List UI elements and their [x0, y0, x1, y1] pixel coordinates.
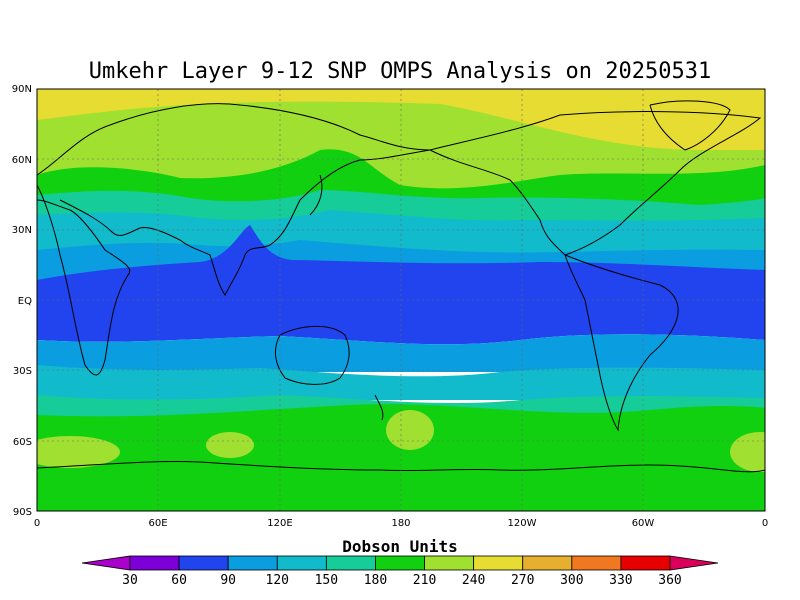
lon-tick: 60E — [148, 518, 167, 529]
coast-greenland — [649, 100, 731, 151]
coast-southamerica — [564, 254, 679, 432]
colorbar-segment — [276, 555, 327, 571]
colorbar-segment — [375, 555, 425, 571]
lat-tick: 90S — [13, 507, 32, 518]
lat-tick: 60N — [12, 155, 32, 166]
colorbar-label: 300 — [560, 573, 583, 588]
map-title: Umkehr Layer 9-12 SNP OMPS Analysis on 2… — [89, 59, 712, 84]
colorbar-segment — [178, 555, 229, 571]
lat-tick: EQ — [18, 296, 32, 307]
coast-australia — [274, 325, 350, 385]
coast-japan — [309, 174, 323, 216]
coastlines — [37, 100, 765, 473]
colorbar-segment — [522, 555, 573, 571]
patch-lightgreen-southeast — [730, 432, 765, 472]
colorbar-label: 150 — [315, 573, 338, 588]
lon-tick: 180 — [391, 518, 410, 529]
colorbar-segment — [227, 555, 278, 571]
colorbar-label: 360 — [658, 573, 681, 588]
colorbar-arrow-high — [669, 555, 719, 571]
colorbar-label: 90 — [220, 573, 236, 588]
lon-axis: 0 60E 120E 180 120W 60W 0 — [34, 518, 768, 529]
patch-lightgreen-southindian — [206, 432, 254, 458]
coast-northamerica — [429, 111, 762, 256]
patch-lightgreen-southpacific — [386, 410, 434, 450]
colorbar-label: 240 — [462, 573, 485, 588]
colorbar-label: 330 — [609, 573, 632, 588]
colorbar-label: 60 — [171, 573, 187, 588]
lon-tick: 120E — [267, 518, 292, 529]
lon-tick: 0 — [34, 518, 40, 529]
colorbar: 30 60 90 120 150 180 210 240 270 300 330 360 — [81, 555, 719, 588]
colorbar-label: 120 — [266, 573, 289, 588]
coast-eurasia — [37, 103, 431, 296]
colorbar-segment — [325, 555, 376, 571]
colorbar-arrow-low — [81, 555, 131, 571]
colorbar-segment — [129, 555, 180, 571]
gridlines — [37, 89, 765, 511]
colorbar-label: 210 — [413, 573, 436, 588]
colorbar-label: 30 — [122, 573, 138, 588]
lat-axis: 90N 60N 30N EQ 30S 60S 90S — [12, 84, 32, 518]
ozone-field — [37, 89, 765, 511]
colorbar-segment — [473, 555, 524, 571]
colorbar-segment — [571, 555, 622, 571]
lat-tick: 30N — [12, 225, 32, 236]
coast-africa — [37, 184, 131, 376]
lat-tick: 90N — [12, 84, 32, 95]
coast-newzealand — [374, 394, 384, 421]
colorbar-segment — [424, 555, 475, 571]
lon-tick: 120W — [508, 518, 537, 529]
band-cyan-south — [37, 365, 765, 400]
colorbar-label: 270 — [511, 573, 534, 588]
lon-tick: 60W — [632, 518, 655, 529]
lon-tick: 0 — [762, 518, 768, 529]
coast-antarctica — [37, 461, 765, 473]
colorbar-label: 180 — [364, 573, 387, 588]
band-green-south — [37, 404, 765, 511]
lat-tick: 60S — [13, 437, 32, 448]
band-lightblue-south — [37, 334, 765, 372]
patch-lightgreen-southatlantic — [37, 436, 120, 468]
colorbar-title: Dobson Units — [342, 537, 458, 556]
lat-tick: 30S — [13, 366, 32, 377]
colorbar-segment — [620, 555, 671, 571]
map-frame — [36, 88, 766, 512]
